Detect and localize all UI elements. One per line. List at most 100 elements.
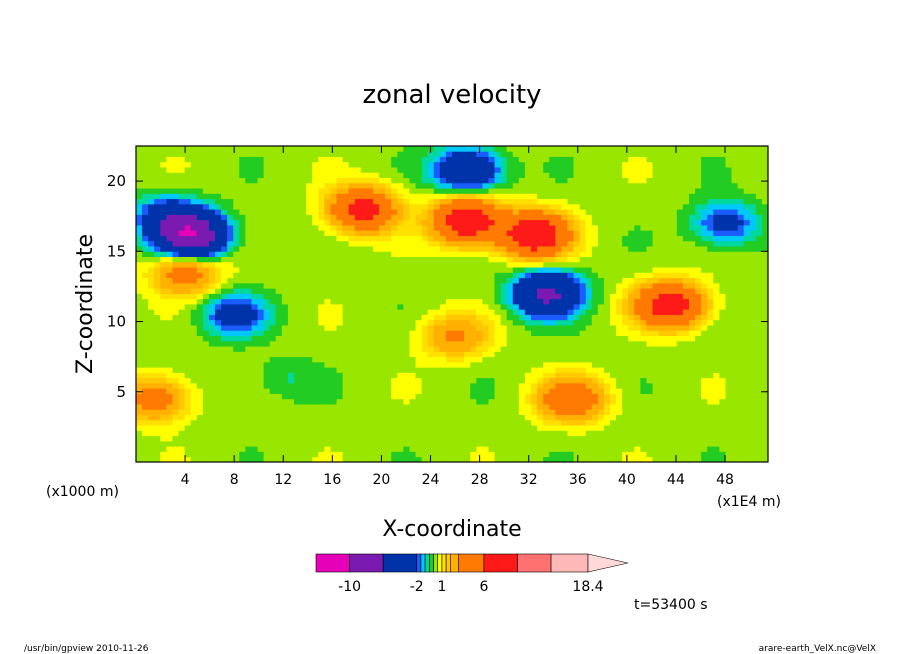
field-cell	[227, 377, 234, 384]
field-cell	[300, 219, 307, 226]
field-cell	[385, 435, 392, 442]
field-cell	[610, 430, 617, 437]
field-cell	[743, 377, 751, 384]
field-cell	[379, 251, 386, 257]
field-cell	[385, 298, 392, 305]
field-cell	[500, 388, 508, 394]
field-cell	[610, 414, 617, 421]
field-cell	[452, 409, 459, 415]
field-cell	[294, 251, 301, 257]
field-cell	[628, 388, 635, 394]
field-cell	[458, 304, 465, 310]
field-cell	[366, 409, 374, 415]
field-cell	[427, 340, 435, 347]
field-cell	[646, 372, 653, 379]
field-cell	[628, 335, 635, 342]
field-cell	[269, 325, 277, 331]
field-cell	[439, 319, 447, 326]
field-cell	[658, 235, 666, 242]
field-cell	[239, 219, 246, 226]
field-cell	[409, 388, 416, 394]
field-cell	[227, 351, 234, 358]
field-cell	[755, 404, 763, 410]
field-cell	[719, 304, 726, 310]
field-cell	[136, 235, 143, 242]
field-cell	[713, 435, 720, 442]
field-cell	[433, 451, 441, 458]
field-cell	[591, 393, 599, 400]
field-cell	[591, 356, 599, 363]
field-cell	[676, 383, 684, 389]
field-cell	[148, 446, 155, 452]
field-cell	[275, 282, 283, 289]
field-cell	[136, 330, 143, 336]
field-cell	[755, 425, 763, 431]
field-cell	[324, 225, 331, 231]
field-cell	[464, 309, 471, 315]
field-cell	[160, 451, 167, 458]
field-cell	[591, 409, 599, 415]
field-cell	[585, 340, 593, 347]
field-cell	[658, 367, 666, 373]
field-cell	[148, 319, 155, 326]
field-cell	[658, 388, 666, 394]
field-cell	[634, 356, 641, 363]
field-cell	[433, 351, 441, 358]
field-cell	[634, 230, 641, 236]
field-cell	[725, 304, 732, 310]
field-cell	[761, 404, 768, 410]
field-cell	[142, 446, 149, 452]
field-cell	[196, 451, 204, 458]
field-cell	[682, 272, 690, 279]
field-cell	[670, 351, 678, 358]
field-cell	[585, 230, 593, 236]
field-cell	[652, 388, 660, 394]
field-cell	[464, 235, 471, 242]
field-cell	[670, 393, 678, 400]
field-cell	[318, 425, 325, 431]
field-cell	[196, 298, 204, 305]
field-cell	[518, 209, 526, 215]
field-cell	[342, 440, 350, 447]
field-cell	[494, 446, 502, 452]
field-cell	[287, 383, 295, 389]
field-cell	[294, 451, 301, 458]
field-cell	[136, 209, 143, 215]
field-cell	[178, 288, 186, 294]
field-cell	[385, 272, 392, 279]
field-cell	[306, 267, 313, 273]
field-cell	[695, 267, 702, 273]
field-cell	[543, 325, 550, 331]
field-cell	[202, 335, 210, 342]
field-cell	[257, 451, 265, 458]
field-cell	[701, 209, 708, 215]
field-cell	[676, 446, 684, 452]
field-cell	[263, 440, 271, 447]
field-cell	[257, 367, 265, 373]
field-cell	[701, 272, 708, 279]
field-cell	[488, 219, 495, 226]
field-cell	[233, 393, 240, 400]
field-cell	[628, 309, 635, 315]
field-cell	[646, 325, 653, 331]
field-cell	[470, 261, 477, 268]
field-cell	[707, 383, 714, 389]
field-cell	[142, 298, 149, 305]
field-cell	[172, 435, 179, 442]
field-cell	[184, 219, 192, 226]
field-cell	[178, 409, 186, 415]
field-cell	[306, 277, 313, 284]
field-cell	[336, 325, 344, 331]
field-cell	[579, 304, 587, 310]
field-cell	[737, 319, 745, 326]
field-cell	[531, 209, 538, 215]
field-cell	[749, 356, 757, 363]
field-cell	[658, 446, 666, 452]
field-cell	[743, 240, 751, 247]
field-cell	[761, 335, 768, 342]
field-cell	[166, 288, 173, 294]
field-cell	[379, 277, 386, 284]
field-cell	[482, 398, 489, 405]
field-cell	[142, 414, 149, 421]
field-cell	[725, 325, 732, 331]
